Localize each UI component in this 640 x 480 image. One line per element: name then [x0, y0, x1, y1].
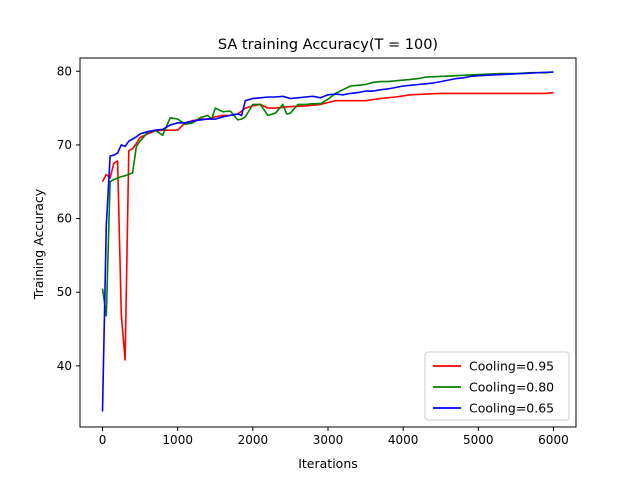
x-tick-label: 3000: [313, 433, 344, 447]
legend-label: Cooling=0.95: [469, 359, 554, 374]
chart-title: SA training Accuracy(T = 100): [218, 37, 438, 53]
plot-area: 0 1000 2000 3000 4000 5000 6000 40 50 60 70 80 Cooli…: [57, 57, 577, 447]
x-tick-label: 4000: [388, 433, 419, 447]
y-tick-label: 40: [57, 359, 72, 373]
x-tick-label: 5000: [463, 433, 494, 447]
x-tick-label: 1000: [162, 433, 193, 447]
series-line-3: [101, 71, 554, 412]
x-axis-label: Iterations: [298, 456, 358, 471]
y-tick-label: 50: [57, 285, 72, 299]
y-tick-label: 70: [57, 138, 72, 152]
legend-box: [424, 351, 570, 421]
x-tick-label: 2000: [238, 433, 269, 447]
x-tick-label: 0: [99, 433, 107, 447]
y-axis-label: Training Accuracy: [31, 188, 46, 300]
legend: Cooling=0.95 Cooling=0.80 Cooling=0.65: [424, 351, 570, 421]
series-line-2: [101, 71, 554, 317]
legend-label: Cooling=0.80: [469, 380, 554, 395]
series-line-1: [101, 91, 554, 361]
y-tick-label: 80: [57, 64, 72, 78]
legend-label: Cooling=0.65: [469, 401, 554, 416]
x-tick-label: 6000: [538, 433, 569, 447]
y-tick-label: 60: [57, 212, 72, 226]
